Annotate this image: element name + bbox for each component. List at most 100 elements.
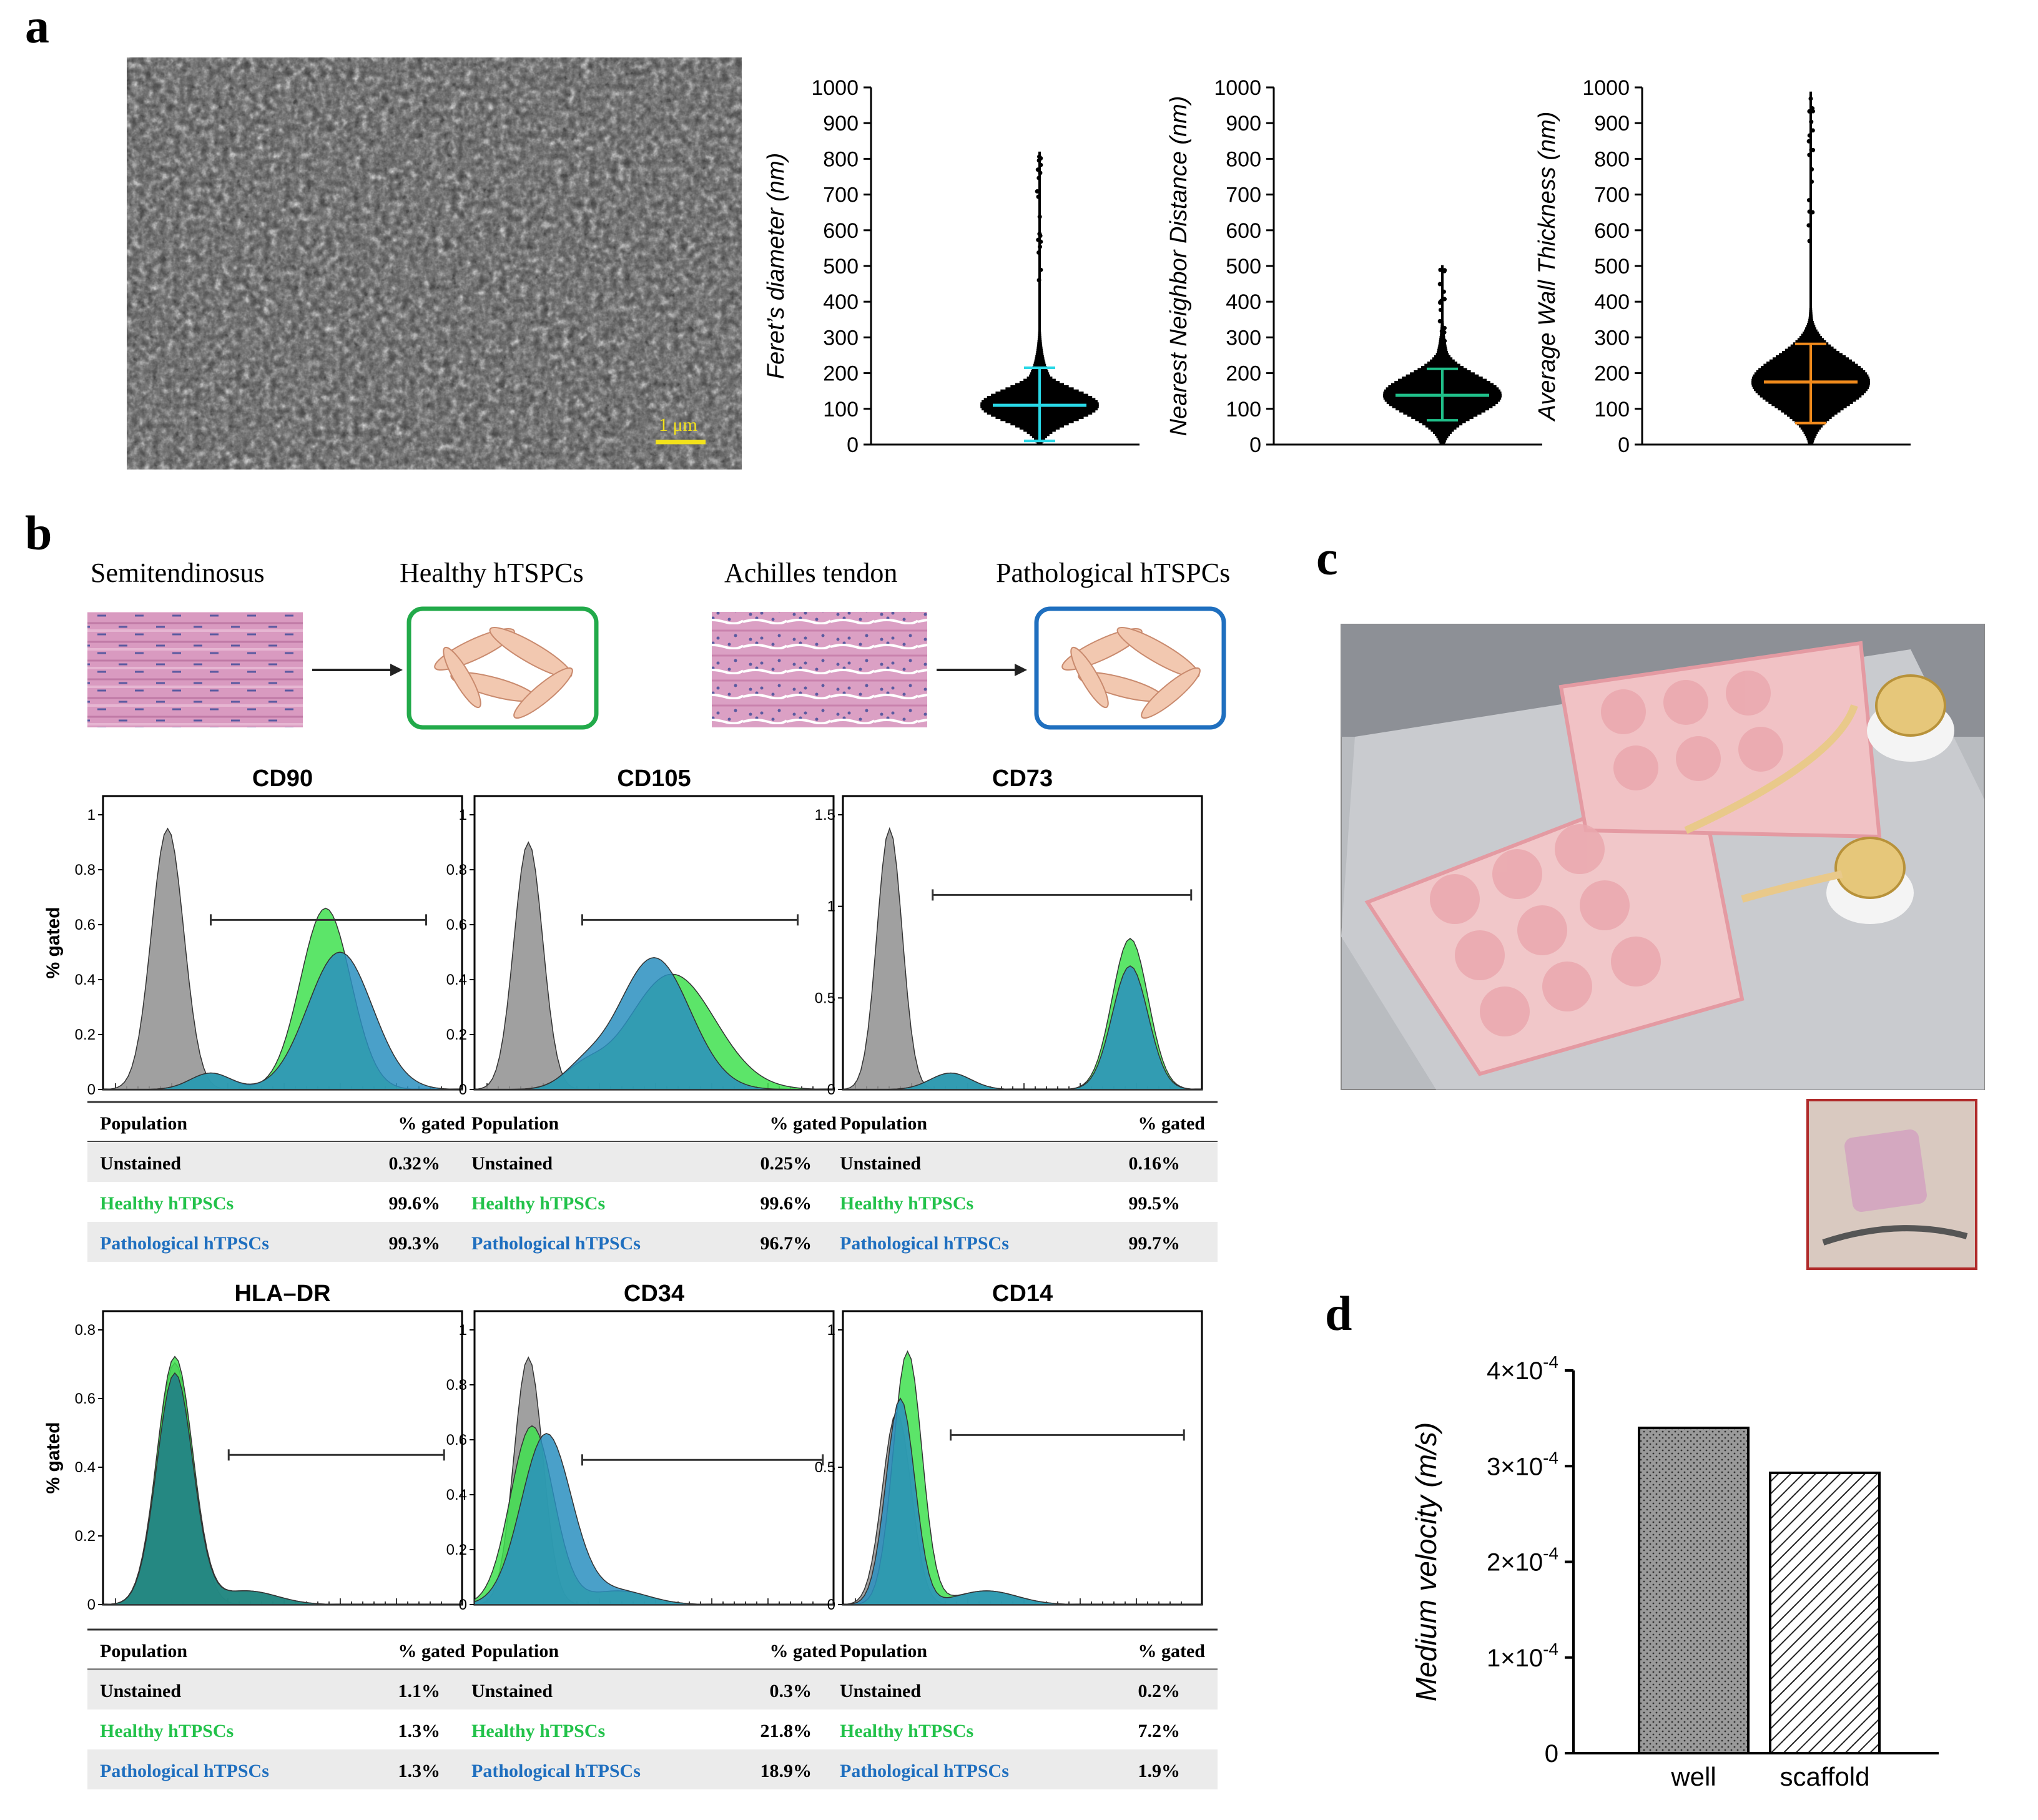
y-tick-label: 400 (1226, 290, 1261, 314)
data-band (1441, 272, 1444, 276)
y-tick-label: 600 (1594, 219, 1630, 243)
table-header: Population (100, 1641, 187, 1661)
y-tick-label: 0.8 (446, 862, 467, 878)
data-band (1038, 181, 1041, 185)
table-header: Population (840, 1641, 927, 1661)
table-header: Population (471, 1641, 559, 1661)
data-band (1038, 248, 1041, 252)
data-band (1038, 335, 1041, 340)
table-row-value: 1.9% (1138, 1761, 1181, 1781)
data-point (1038, 156, 1043, 161)
data-point (1437, 318, 1442, 323)
data-band (1803, 430, 1818, 434)
data-band (1809, 94, 1812, 98)
table-row-label: Unstained (840, 1681, 921, 1701)
table-row-label: Pathological hTPSCs (100, 1761, 269, 1781)
histogram-4: CD34 0 0.2 0.4 0.6 0.8 1 (446, 1281, 835, 1613)
data-band (1441, 265, 1444, 269)
table-row-bg (827, 1670, 1218, 1709)
data-band (1441, 280, 1444, 284)
data-band (1432, 357, 1453, 362)
panel-letter-d: d (1325, 1286, 1352, 1340)
histogram-curve (475, 957, 834, 1090)
y-tick-label: 0.5 (815, 990, 835, 1006)
y-axis-label: Average Wall Thickness (nm) (1534, 112, 1560, 422)
data-band (1809, 220, 1812, 224)
panel-letter-a: a (25, 0, 49, 53)
data-band (1038, 272, 1041, 276)
data-band (1038, 226, 1041, 230)
y-tick-label: 700 (1226, 184, 1261, 207)
data-band (1809, 248, 1812, 252)
data-point (1806, 139, 1811, 144)
data-band (1809, 200, 1812, 205)
scatter-plot: 0 100 200 300 400 500 600 700 800 900 1000 Nearest … (1166, 76, 1542, 457)
data-band (1441, 302, 1444, 306)
table-row-value: 99.6% (389, 1193, 441, 1214)
table-row-value: 7.2% (1138, 1721, 1181, 1741)
y-tick-label: 0 (847, 433, 859, 457)
bar-scaffold (1769, 1471, 1881, 1755)
data-band (1037, 338, 1042, 342)
data-band (1424, 363, 1460, 368)
y-tick-label: 0.8 (446, 1377, 467, 1394)
data-band (1034, 359, 1045, 363)
data-band (1441, 295, 1444, 299)
y-tick-label: 800 (1594, 147, 1630, 171)
y-tick-label: 0 (1545, 1740, 1558, 1768)
data-band (1809, 284, 1812, 288)
data-band (1809, 91, 1812, 96)
x-tick-label: well (1670, 1762, 1716, 1791)
data-band (1806, 325, 1816, 329)
data-band (1425, 423, 1460, 428)
y-tick-label: 200 (1226, 362, 1261, 386)
data-band (1434, 355, 1451, 359)
y-axis-label: Medium velocity (m/s) (1410, 1422, 1442, 1701)
data-band (1441, 275, 1444, 280)
achilles-tissue (712, 612, 927, 727)
data-band (1038, 184, 1041, 188)
data-band (1809, 218, 1812, 222)
y-tick-label: 1000 (1214, 76, 1261, 100)
data-point (1807, 239, 1812, 243)
y-tick-label: 3×10-4 (1487, 1448, 1558, 1480)
data-point (1809, 167, 1814, 172)
data-band (1808, 318, 1813, 323)
bioreactor-photo (1341, 624, 1985, 1090)
scale-bar-label: 1 μm (659, 415, 697, 435)
y-tick-label: 0 (827, 1596, 835, 1613)
y-tick-label: 1 (87, 807, 96, 824)
table-row-value: 1.3% (398, 1761, 441, 1781)
data-band (1439, 438, 1446, 443)
data-band (1038, 305, 1041, 310)
data-band (1809, 155, 1812, 160)
data-band (1038, 284, 1041, 288)
data-band (1809, 130, 1812, 134)
y-tick-label: 0 (459, 1596, 467, 1613)
y-tick-label: 0.8 (75, 862, 96, 878)
data-band (1038, 258, 1041, 263)
data-band (1038, 151, 1041, 155)
data-point (1035, 189, 1040, 194)
data-band (1439, 335, 1445, 340)
y-tick-label: 1000 (811, 76, 859, 100)
y-tick-label: 0.4 (75, 971, 96, 988)
data-band (1038, 332, 1041, 336)
data-band (1430, 428, 1454, 432)
data-band (1038, 211, 1041, 215)
table-row-value: 0.16% (1129, 1153, 1181, 1174)
data-band (1036, 350, 1043, 355)
data-band (1809, 184, 1812, 188)
data-band (1809, 222, 1812, 227)
data-band (1809, 310, 1813, 314)
data-band (1038, 297, 1041, 302)
data-band (1809, 295, 1812, 299)
data-band (1440, 320, 1444, 325)
data-band (1809, 252, 1812, 257)
data-point (1811, 147, 1816, 152)
data-band (1809, 188, 1812, 192)
sem-image: 1 μm (127, 57, 742, 470)
data-band (1809, 258, 1812, 263)
data-band (1809, 250, 1812, 254)
